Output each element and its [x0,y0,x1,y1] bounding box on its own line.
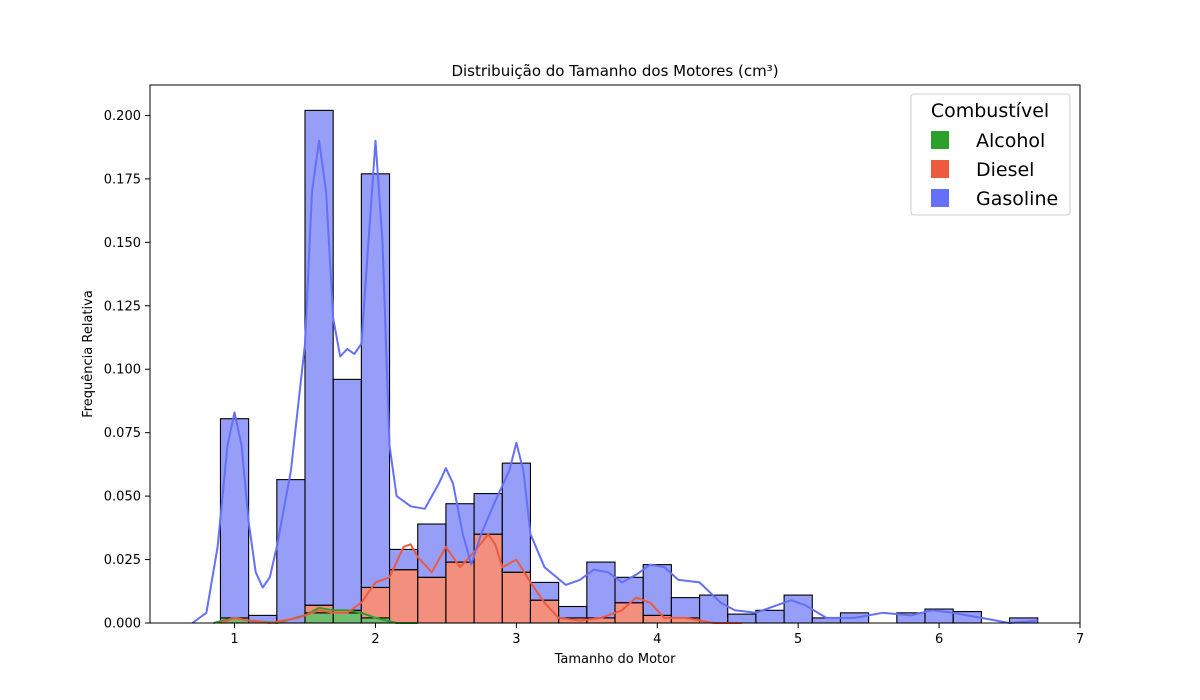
kde-line-diesel [220,533,742,624]
legend: Combustível Alcohol Diesel Gasoline [910,93,1071,216]
y-tick-label: 0.150 [104,236,141,251]
kde-line-gasoline [191,139,1038,624]
legend-entries: Alcohol Diesel Gasoline [931,130,1058,210]
x-tick-label: 1 [230,632,238,647]
legend-swatch-alcohol [931,131,949,149]
bar-gasoline-bin-2 [276,479,306,624]
bar-diesel-bin-10 [501,571,532,624]
bar-gasoline-bin-16 [670,597,701,619]
x-tick-label: 7 [1076,632,1084,647]
chart-title: Distribuição do Tamanho dos Motores (cm³… [451,62,778,80]
bar-diesel-bin-8 [445,561,475,624]
legend-label-gasoline: Gasoline [976,188,1058,210]
y-tick-label: 0.050 [104,490,141,505]
bar-gasoline-bin-11 [529,581,560,601]
y-tick-label: 0.025 [104,553,141,568]
y-tick-label: 0.075 [104,426,141,441]
y-axis-label: Frequência Relativa [81,290,96,418]
bar-gasoline-bin-10 [501,462,532,573]
bar-gasoline-bin-17 [698,594,729,624]
bars-layer [219,109,1039,624]
x-tick-label: 2 [371,632,379,647]
bar-diesel-bin-14 [614,602,644,624]
kde-layer [191,139,1038,624]
y-tick-label: 0.200 [104,109,141,124]
x-tick-label: 6 [935,632,943,647]
legend-swatch-gasoline [931,189,949,207]
legend-label-diesel: Diesel [976,159,1034,181]
legend-label-alcohol: Alcohol [976,130,1045,152]
bar-diesel-bin-7 [417,576,447,624]
bar-diesel-bin-15 [642,614,672,624]
y-tick-label: 0.000 [104,617,141,632]
bar-gasoline-bin-12 [558,605,588,619]
y-tick-label: 0.175 [104,172,141,187]
bar-gasoline-bin-4 [332,378,362,611]
legend-title: Combustível [931,100,1049,122]
y-tick-label: 0.125 [104,299,141,314]
bar-gasoline-bin-3 [304,109,334,606]
plot-frame [149,84,1081,624]
x-axis-label: Tamanho do Motor [554,652,677,667]
x-tick-label: 3 [512,632,520,647]
bar-gasoline-bin-9 [473,493,503,535]
bar-gasoline-bin-18 [727,613,757,624]
y-axis: 0.000 0.025 0.050 0.075 0.100 0.125 0.150 0.175… [104,109,150,632]
x-tick-label: 4 [653,632,661,647]
x-axis: 1 2 3 4 5 6 7 [230,623,1084,647]
bar-alcohol-bin-4 [332,612,362,624]
x-tick-label: 5 [794,632,802,647]
bar-gasoline-bin-5 [360,173,391,589]
bar-gasoline-bin-7 [417,523,447,578]
y-tick-label: 0.100 [104,363,141,378]
legend-box [910,93,1071,216]
bar-diesel-bin-6 [388,569,419,624]
bar-gasoline-bin-20 [783,594,813,624]
legend-swatch-diesel [931,160,949,178]
bar-gasoline-bin-15 [642,564,672,616]
bar-gasoline-bin-0 [219,418,250,619]
